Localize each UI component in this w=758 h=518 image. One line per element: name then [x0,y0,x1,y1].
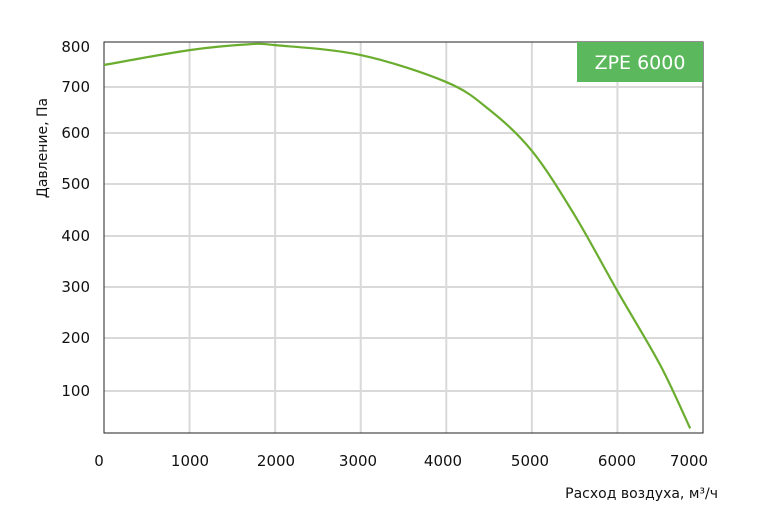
x-tick-label: 3000 [339,452,377,470]
y-tick-label: 300 [61,278,90,296]
y-tick-label: 400 [61,227,90,245]
y-axis-label: Давление, Па [35,98,51,198]
legend-label: ZPE 6000 [595,52,686,74]
x-tick-label: 7000 [670,452,708,470]
x-tick-label: 6000 [598,452,636,470]
x-axis-label: Расход воздуха, м³/ч [565,486,718,502]
y-tick-label: 700 [61,78,90,96]
y-tick-label: 600 [61,124,90,142]
y-tick-label: 500 [61,175,90,193]
x-tick-label: 4000 [424,452,462,470]
y-tick-labels: 100 200 300 400 500 600 700 800 [61,38,90,400]
legend-badge [577,42,703,82]
x-tick-labels: 0 1000 2000 3000 4000 5000 6000 7000 [94,452,708,470]
y-tick-label: 200 [61,329,90,347]
y-tick-label: 800 [61,38,90,56]
x-tick-label: 1000 [171,452,209,470]
x-tick-label: 5000 [511,452,549,470]
plot-frame [103,41,704,434]
x-tick-label: 2000 [257,452,295,470]
y-tick-label: 100 [61,382,90,400]
series-line-zpe-6000 [103,42,692,429]
x-tick-label: 0 [94,452,104,470]
grid [104,42,703,433]
